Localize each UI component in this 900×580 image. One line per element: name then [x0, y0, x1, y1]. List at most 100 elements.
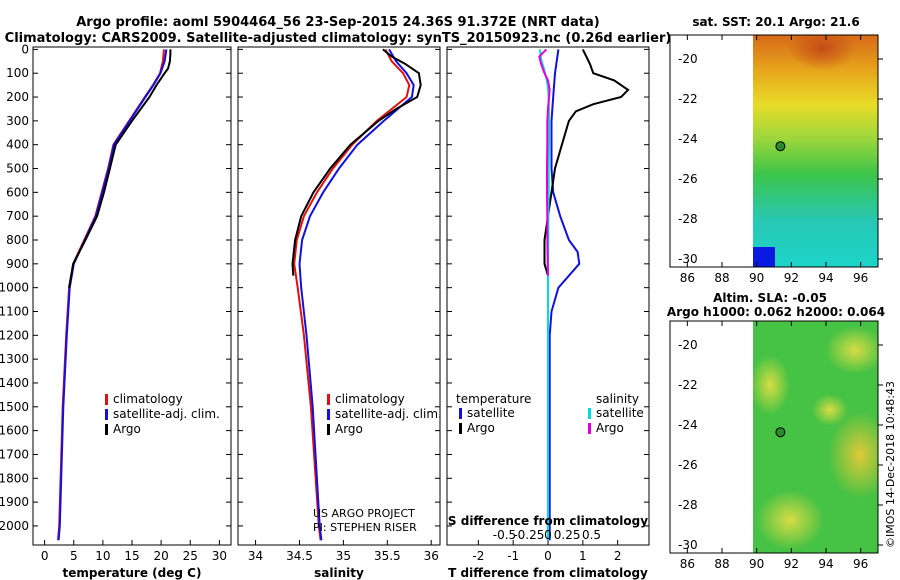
map-x-tick-label: 94: [818, 557, 833, 571]
y-tick-label: 300: [6, 114, 29, 128]
series-argo: [291, 48, 422, 276]
x-tick-label: 20: [153, 549, 168, 563]
sla-argo-marker: [775, 427, 786, 438]
y-tick-label: 800: [6, 233, 29, 247]
legend-swatch: [105, 394, 108, 405]
project-annotation-1: US ARGO PROJECT: [313, 507, 415, 520]
x-tick-label: -2: [472, 549, 484, 563]
sst-map: sat. SST: 20.1 Argo: 21.6 86 88 90 92 94 96 -2…: [669, 15, 883, 285]
y-tick-label: 1200: [0, 328, 29, 342]
top-tick-label: -0.5: [493, 528, 516, 542]
x-tick-label: 10: [95, 549, 110, 563]
legend-label: climatology: [335, 392, 405, 406]
plot-frame: [32, 46, 232, 546]
y-tick-label: 1100: [0, 304, 29, 318]
x-tick-label: 25: [183, 549, 198, 563]
x-tick-label: 35: [336, 549, 351, 563]
map-y-tick-label: -26: [678, 458, 698, 472]
top-tick-label: 0.25: [554, 528, 581, 542]
salinity-panel: 34 34.5 35 35.5 36 salinity climatologysatelli…: [237, 46, 442, 580]
x-tick-label: 34: [248, 549, 263, 563]
top-tick-label: 0.5: [582, 528, 601, 542]
legend-swatch: [459, 423, 462, 434]
sla-map: Altim. SLA: -0.05 Argo h1000: 0.062 h200…: [667, 291, 885, 571]
y-tick-label: 200: [6, 90, 29, 104]
map-y-tick-label: -22: [678, 92, 698, 106]
map-y-tick-label: -24: [678, 418, 698, 432]
top-axis-label: S difference from climatology: [448, 514, 648, 528]
legend-label: Argo: [596, 421, 624, 435]
legend-label: Argo: [335, 422, 363, 436]
project-annotation-2: PI: STEPHEN RISER: [313, 521, 417, 534]
series-satellite-adj-clim-: [298, 48, 415, 541]
y-tick-label: 1800: [0, 471, 29, 485]
sst-warm-patch: [788, 35, 856, 70]
y-tick-label: 600: [6, 185, 29, 199]
map-y-tick-label: -26: [678, 172, 698, 186]
legend-swatch: [105, 424, 108, 435]
x-axis-label: temperature (deg C): [63, 566, 202, 580]
temperature-panel: 0 5 10 15 20 25 300100200300400500600700800900…: [0, 42, 232, 580]
sla-high-patch-2: [825, 326, 878, 374]
sla-map-frame: [669, 320, 879, 554]
map-x-tick-label: 86: [680, 557, 695, 571]
map-x-tick-label: 92: [784, 271, 799, 285]
x-tick-label: 5: [70, 549, 78, 563]
y-tick-label: 1500: [0, 400, 29, 414]
sst-argo-marker: [775, 141, 786, 152]
map-y-tick-label: -28: [678, 212, 698, 226]
sla-high-patch-4: [756, 490, 824, 550]
y-tick-label: 900: [6, 257, 29, 271]
y-tick-label: 700: [6, 209, 29, 223]
legend-label: satellite-adj. clim.: [335, 407, 442, 421]
map-x-tick-label: 92: [784, 557, 799, 571]
map-x-tick-label: 86: [680, 271, 695, 285]
sla-map-title-1: Altim. SLA: -0.05: [713, 291, 827, 305]
legend-swatch: [327, 409, 330, 420]
sla-high-patch-5: [812, 394, 848, 426]
y-tick-label: 400: [6, 138, 29, 152]
x-axis-label: T difference from climatology: [448, 566, 648, 580]
map-y-tick-label: -30: [678, 252, 698, 266]
y-tick-label: 1300: [0, 352, 29, 366]
y-tick-label: 2000: [0, 519, 29, 533]
legend-title-salinity: salinity: [596, 392, 639, 406]
difference-panel: -2 -1 0 1 2 T difference from climatology -0.5…: [446, 46, 650, 580]
header-line-2: Climatology: CARS2009. Satellite-adjuste…: [5, 31, 672, 46]
map-y-tick-label: -28: [678, 498, 698, 512]
x-tick-label: 2: [614, 549, 622, 563]
x-tick-label: 30: [212, 549, 227, 563]
x-tick-label: 1: [579, 549, 587, 563]
y-tick-label: 0: [21, 42, 29, 56]
legend-label: climatology: [113, 392, 183, 406]
legend-swatch: [588, 408, 591, 419]
plot-frame: [237, 46, 441, 546]
series-climatology: [293, 48, 411, 541]
x-tick-label: -1: [507, 549, 519, 563]
legend-swatch: [459, 408, 462, 419]
map-y-tick-label: -22: [678, 378, 698, 392]
sst-map-title: sat. SST: 20.1 Argo: 21.6: [692, 15, 859, 29]
map-x-tick-label: 94: [818, 271, 833, 285]
legend-label: Argo: [467, 421, 495, 435]
sla-map-title-2: Argo h1000: 0.062 h2000: 0.064: [667, 305, 885, 319]
sla-high-patch-3: [753, 355, 790, 415]
y-tick-label: 100: [6, 66, 29, 80]
series-salinity-argo: [538, 48, 551, 276]
x-tick-label: 34.5: [286, 549, 313, 563]
y-tick-label: 1900: [0, 495, 29, 509]
sst-field: [753, 35, 878, 267]
map-x-tick-label: 96: [853, 271, 868, 285]
map-x-tick-label: 90: [749, 271, 764, 285]
legend-label: satellite: [467, 406, 515, 420]
series-satellite-adj-clim-: [57, 49, 168, 541]
imos-stamp: ©IMOS 14-Dec-2018 10:48:43: [884, 381, 897, 548]
map-x-tick-label: 88: [714, 557, 729, 571]
map-y-tick-label: -20: [678, 338, 698, 352]
series-argo: [68, 49, 172, 288]
legend-swatch: [588, 423, 591, 434]
sst-map-frame: [669, 34, 879, 268]
y-tick-label: 1700: [0, 447, 29, 461]
map-y-tick-label: -24: [678, 132, 698, 146]
x-tick-label: 0: [544, 549, 552, 563]
